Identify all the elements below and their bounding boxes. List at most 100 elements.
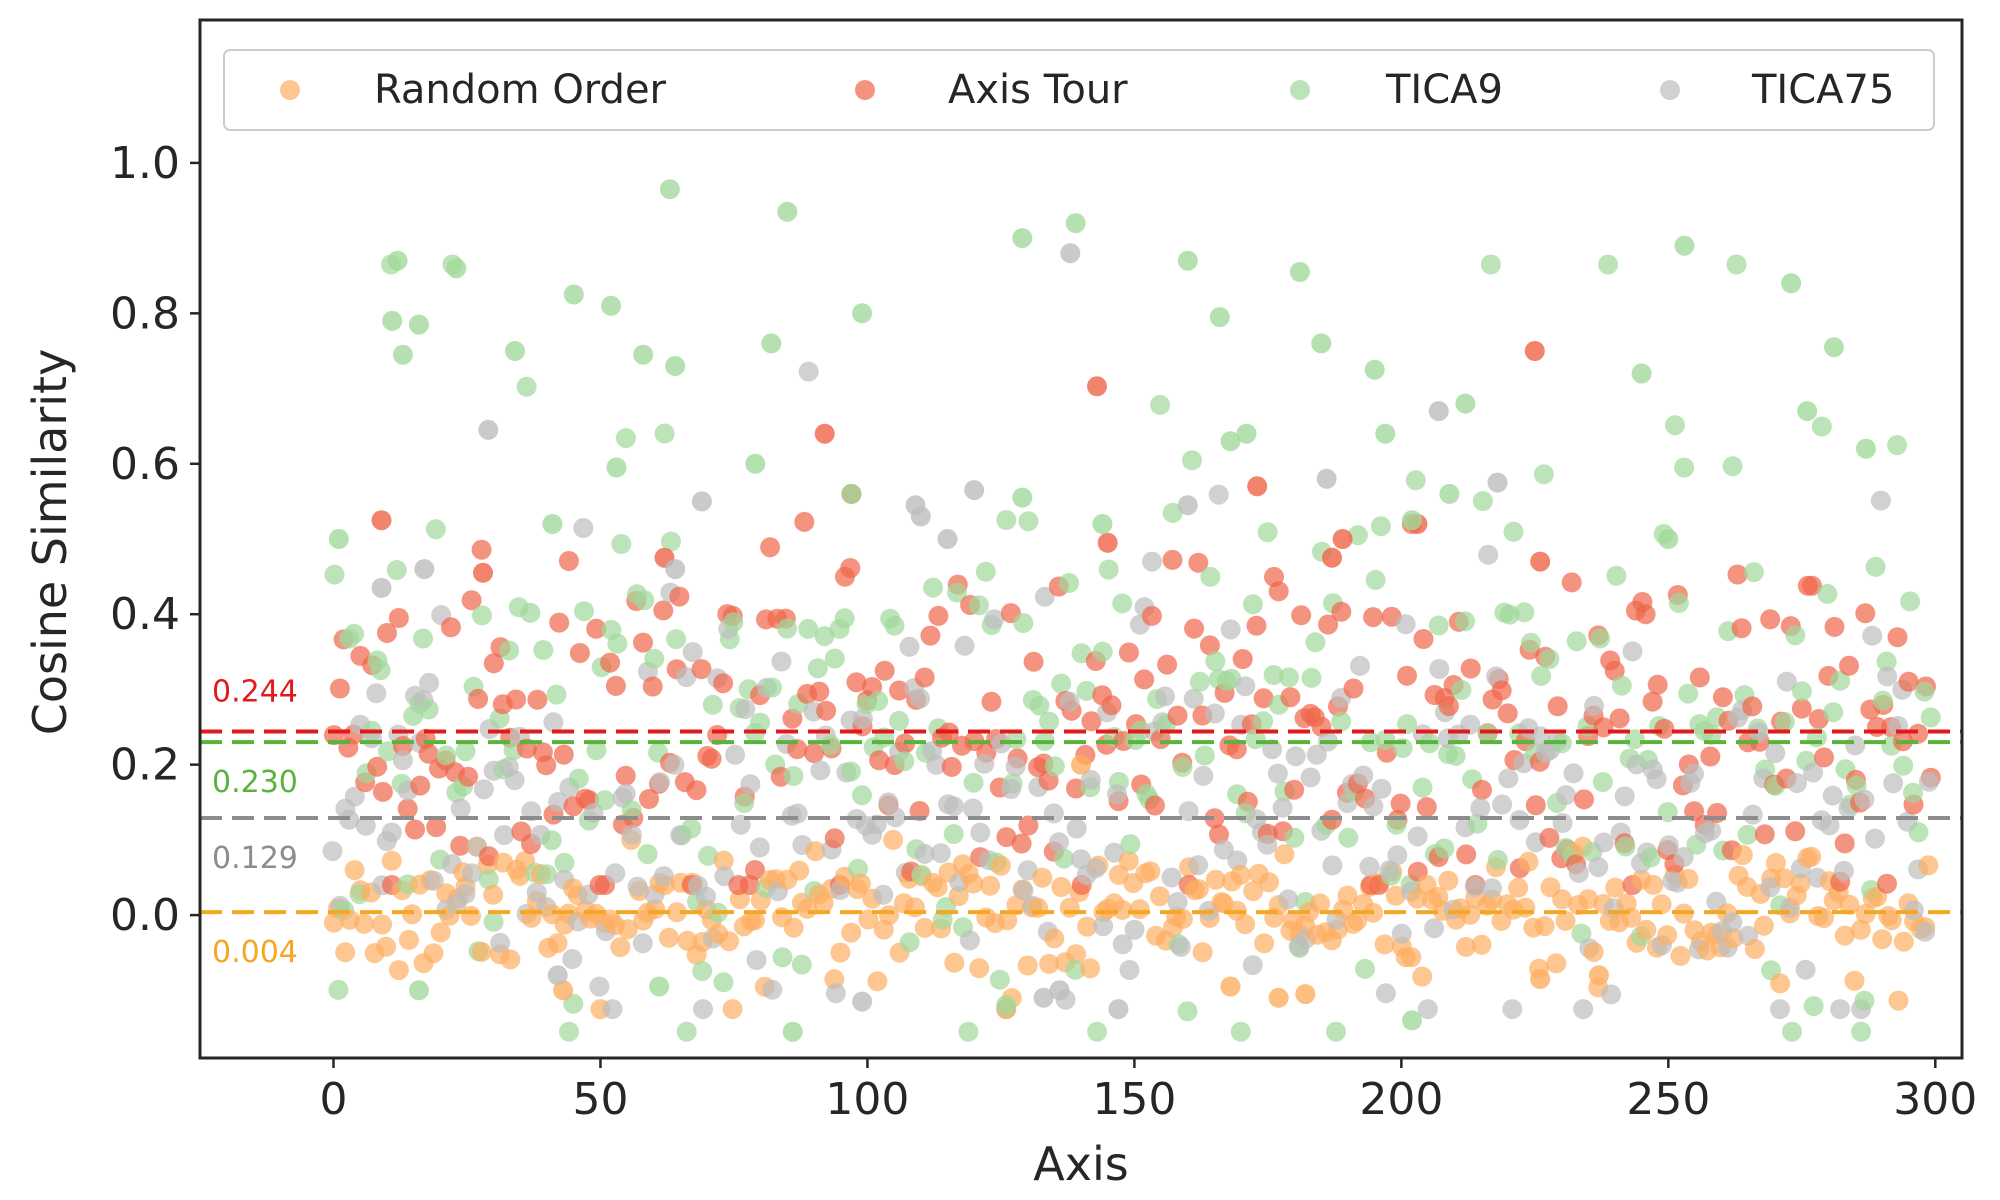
data-point-tica9 [1640,847,1661,868]
data-point-tica9 [1533,464,1554,485]
data-point-tica9 [1177,1001,1198,1022]
data-point-tica9 [418,699,439,720]
data-point-tica9 [1566,631,1587,652]
data-point-tica75 [1359,856,1380,877]
data-point-tica9 [1571,923,1592,944]
data-point-random-order [1220,976,1241,997]
data-point-tica9 [659,179,680,200]
data-point-tica9 [649,976,670,997]
data-point-axis-tour [1101,695,1122,716]
data-point-tica9 [713,972,734,993]
data-point-tica9 [1668,593,1689,613]
data-point-tica75 [1155,686,1175,707]
data-point-axis-tour [996,827,1017,848]
data-point-random-order [1471,934,1492,955]
data-point-random-order [1753,915,1774,936]
data-point-random-order [1080,958,1101,979]
x-tick-label: 100 [825,1074,909,1125]
data-point-axis-tour [553,744,574,765]
data-point-axis-tour [1491,680,1512,701]
data-point-axis-tour [1754,824,1775,845]
data-point-tica75 [344,786,365,807]
data-point-tica75 [787,803,808,824]
data-point-tica75 [1272,797,1293,818]
legend-label-tica75: TICA75 [1751,67,1894,113]
data-point-random-order [783,917,804,938]
data-point-random-order [1636,919,1657,940]
data-point-tica75 [1353,765,1374,786]
data-point-tica9 [1872,690,1893,711]
data-point-tica75 [1622,641,1643,662]
data-point-random-order [1017,955,1038,976]
data-point-random-order [1839,894,1860,915]
data-point-axis-tour [1184,618,1205,639]
data-point-tica9 [387,250,408,271]
data-point-tica75 [665,559,686,580]
data-point-tica75 [1093,916,1114,937]
data-point-axis-tour [1141,605,1162,626]
data-point-tica9 [848,858,868,879]
data-point-random-order [850,873,871,894]
data-point-tica9 [386,560,407,580]
data-point-tica75 [548,792,569,812]
data-point-tica9 [1370,516,1391,537]
data-point-random-order [1140,861,1161,882]
mean-label-tica75: 0.129 [212,841,298,876]
data-point-tica75 [1300,767,1321,788]
data-point-axis-tour [1157,654,1178,675]
data-point-tica75 [1391,923,1412,944]
mean-label-random-order: 0.004 [212,935,298,970]
data-point-tica75 [1107,784,1127,805]
data-point-tica75 [547,965,568,986]
data-point-tica9 [1774,712,1795,732]
data-point-tica9 [559,1021,579,1042]
data-point-tica9 [1311,333,1332,354]
data-point-tica75 [1242,955,1263,976]
data-point-tica75 [1417,999,1438,1020]
data-point-axis-tour [371,510,392,531]
x-tick-label: 50 [572,1074,628,1125]
data-point-random-order [677,930,698,951]
data-point-axis-tour [669,586,690,607]
data-point-tica9 [666,629,687,650]
data-point-tica9 [772,947,793,968]
data-point-axis-tour [909,801,930,821]
data-point-tica9 [975,561,996,582]
data-point-tica9 [1289,262,1310,282]
data-point-tica75 [878,792,899,813]
data-point-axis-tour [1232,649,1253,669]
data-point-tica9 [633,344,654,365]
legend-label-axis-tour: Axis Tour [948,67,1128,113]
data-point-axis-tour [1253,688,1274,709]
data-point-tica9 [1439,483,1460,504]
data-point-tica9 [1412,777,1433,798]
x-tick-label: 150 [1092,1074,1176,1125]
data-point-tica75 [937,529,958,549]
data-point-tica9 [1598,254,1619,275]
data-point-random-order [1918,855,1939,876]
data-point-tica9 [814,626,835,647]
data-point-tica75 [1646,769,1667,789]
data-point-axis-tour [804,743,825,764]
data-point-axis-tour [840,558,861,578]
data-point-tica9 [1451,680,1472,700]
data-point-tica75 [1124,919,1145,940]
data-point-tica75 [1833,860,1854,881]
data-point-random-order [867,971,888,992]
data-point-random-order [969,958,990,979]
data-point-axis-tour [941,756,962,777]
data-point-random-order [1770,973,1791,994]
data-point-random-order [1205,869,1226,890]
data-point-tica9 [1092,641,1113,662]
data-point-tica9 [637,844,658,865]
data-point-random-order [1888,990,1909,1011]
data-point-tica9 [1301,667,1322,688]
data-point-tica75 [1684,763,1704,784]
data-point-axis-tour [1397,665,1417,686]
data-point-tica9 [947,582,967,603]
data-point-axis-tour [1066,778,1086,799]
data-point-axis-tour [418,743,439,764]
data-point-axis-tour [1802,575,1822,596]
data-point-axis-tour [461,590,482,611]
data-point-tica9 [1051,673,1072,694]
